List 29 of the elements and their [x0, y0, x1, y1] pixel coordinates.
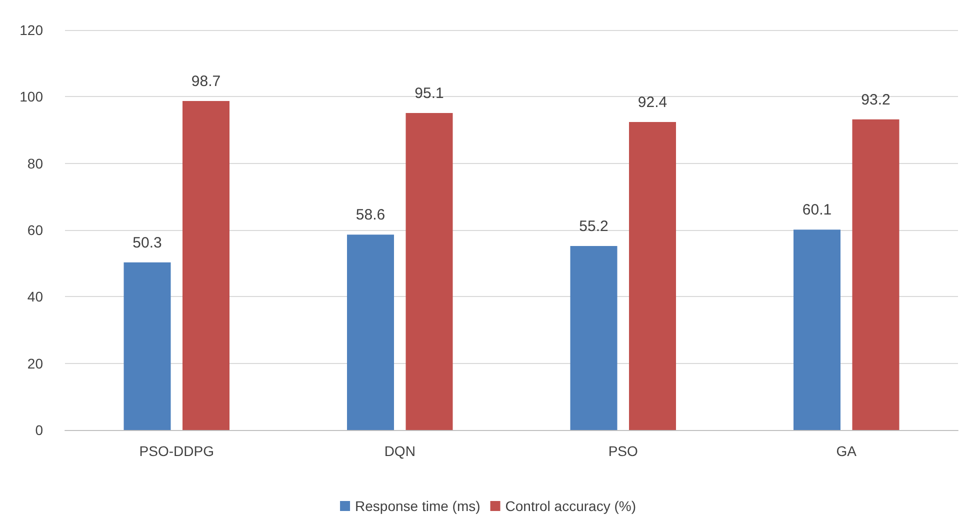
- y-tick-label: 60: [27, 222, 44, 238]
- bar: [182, 101, 230, 430]
- data-label: 93.2: [861, 91, 890, 108]
- data-label: 60.1: [802, 202, 832, 219]
- x-tick-label: DQN: [384, 443, 416, 459]
- bar: [852, 119, 900, 430]
- data-label: 55.2: [579, 218, 608, 235]
- data-label: 98.7: [191, 73, 221, 90]
- y-tick-label: 20: [27, 355, 44, 372]
- bar: [347, 234, 394, 430]
- legend-label: Control accuracy (%): [505, 498, 636, 514]
- y-tick-label: 40: [27, 288, 44, 305]
- bar: [124, 262, 171, 430]
- y-tick-label: 0: [35, 422, 44, 438]
- data-label: 58.6: [356, 206, 386, 224]
- y-tick-label: 120: [20, 22, 44, 38]
- data-label: 92.4: [638, 94, 668, 111]
- data-label: 95.1: [414, 85, 444, 102]
- y-tick-label: 80: [27, 155, 44, 172]
- x-tick-label: PSO-DDPG: [139, 443, 214, 459]
- bar: [406, 113, 453, 430]
- bar: [570, 246, 618, 430]
- bar: [629, 122, 676, 430]
- legend-label: Response time (ms): [355, 498, 480, 514]
- bar: [794, 230, 840, 430]
- x-tick-label: GA: [836, 443, 858, 459]
- x-tick-label: PSO: [608, 443, 638, 459]
- data-label: 50.3: [132, 234, 162, 252]
- y-tick-label: 100: [20, 88, 44, 105]
